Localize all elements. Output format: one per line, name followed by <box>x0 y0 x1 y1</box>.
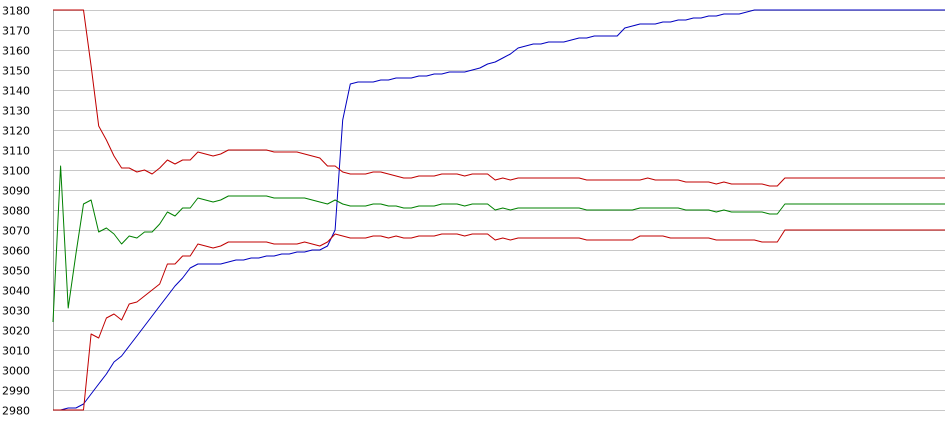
y-tick-label: 3090 <box>2 185 30 198</box>
series-line-3 <box>52 165 945 323</box>
series-line-2 <box>53 9 945 187</box>
y-tick-label: 3150 <box>2 65 30 78</box>
y-tick-label: 3120 <box>2 125 30 138</box>
y-tick-label: 2990 <box>2 385 30 398</box>
y-tick-label: 3070 <box>2 225 30 238</box>
y-tick-label: 3010 <box>2 345 30 358</box>
grid-lines <box>53 10 945 411</box>
y-tick-label: 3020 <box>2 325 30 338</box>
y-tick-label: 3130 <box>2 105 30 118</box>
y-tick-label: 3000 <box>2 365 30 378</box>
y-tick-label: 3040 <box>2 285 30 298</box>
y-tick-label: 2980 <box>2 405 30 418</box>
series-line-4 <box>53 229 945 411</box>
series-lines <box>52 9 945 411</box>
y-tick-label: 3030 <box>2 305 30 318</box>
y-tick-label: 3140 <box>2 85 30 98</box>
y-tick-label: 3160 <box>2 45 30 58</box>
y-tick-label: 3050 <box>2 265 30 278</box>
y-tick-label: 3100 <box>2 165 30 178</box>
y-tick-label: 3180 <box>2 5 30 18</box>
y-tick-label: 3080 <box>2 205 30 218</box>
y-tick-label: 3170 <box>2 25 30 38</box>
series-line-1 <box>53 9 945 411</box>
y-tick-label: 3060 <box>2 245 30 258</box>
y-axis: 2980 2990 3000 3010 3020 3030 3040 3050 3060 3070… <box>2 5 54 418</box>
y-tick-label: 3110 <box>2 145 30 158</box>
